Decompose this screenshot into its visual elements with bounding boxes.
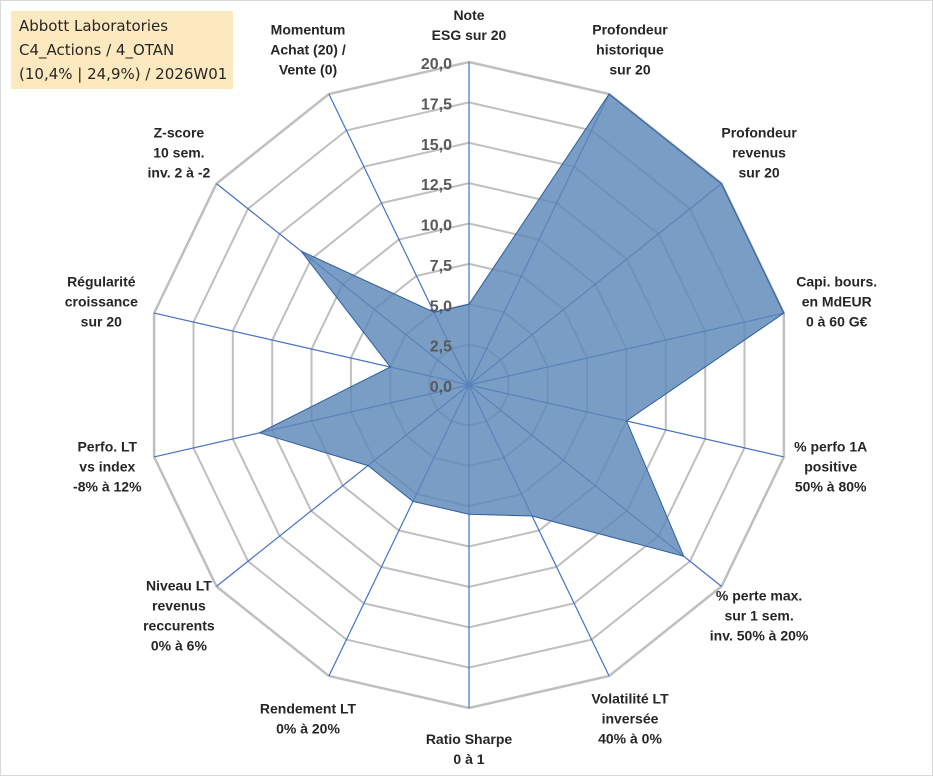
category-label-line: 0% à 20% — [276, 720, 340, 736]
category-label: Note ESG sur 20 — [432, 7, 507, 43]
category-label-line: revenus — [152, 597, 206, 613]
category-label-line: sur 20 — [738, 165, 779, 181]
category-label-line: 10 sem. — [153, 145, 204, 161]
performance-week-label: (10,4% | 24,9%) / 2026W01 — [19, 65, 228, 83]
radial-tick-label: 17,5 — [421, 96, 452, 113]
radial-tick-label: 2,5 — [430, 339, 452, 356]
category-label-line: 50% à 80% — [795, 479, 867, 495]
category-label-line: inversée — [602, 710, 659, 726]
category-label-line: inv. 50% à 20% — [710, 627, 809, 643]
category-label-line: % perfo 1A — [794, 439, 867, 455]
series-layer — [258, 93, 785, 557]
security-info-box: Abbott Laboratories C4_Actions / 4_OTAN … — [11, 11, 233, 89]
category-label-line: Profondeur — [592, 22, 668, 38]
category-label: Momentum Achat (20) / Vente (0) — [270, 22, 346, 78]
radial-tick-label: 0,0 — [430, 379, 452, 396]
category-label-line: Régularité — [67, 273, 136, 289]
category-label-line: inv. 2 à -2 — [148, 165, 211, 181]
radial-tick-label: 12,5 — [421, 177, 452, 194]
radial-tick-label: 10,0 — [421, 218, 452, 235]
category-label: Profondeur historique sur 20 — [592, 22, 668, 78]
category-label: Volatilité LT inversée 40% à 0% — [591, 690, 669, 746]
category-label: Ratio Sharpe 0 à 1 — [426, 731, 513, 767]
category-label-layer: Note ESG sur 20 Profondeur historique sur 20… — [65, 7, 877, 767]
category-label-line: Momentum — [271, 22, 346, 38]
category-label: % perfo 1A positive 50% à 80% — [794, 439, 867, 495]
category-label-line: Profondeur — [721, 125, 797, 141]
category-label-line: 40% à 0% — [598, 730, 662, 746]
radial-tick-label: 5,0 — [430, 298, 452, 315]
category-label-line: reccurents — [143, 617, 215, 633]
category-label: % perte max. sur 1 sem. inv. 50% à 20% — [710, 587, 809, 643]
category-label-line: Niveau LT — [146, 577, 212, 593]
radial-tick-label: 15,0 — [421, 137, 452, 154]
category-label: Niveau LT revenus reccurents 0% à 6% — [143, 577, 215, 653]
radial-tick-label: 20,0 — [421, 56, 452, 73]
category-label-line: % perte max. — [716, 587, 802, 603]
category-label-line: Volatilité LT — [591, 690, 669, 706]
category-label-line: 0 à 60 G€ — [806, 313, 868, 329]
tick-label-layer: 0,0 2,5 5,0 7,5 10,0 12,5 15,0 17,5 20,0 — [421, 56, 452, 396]
category-label-line: historique — [596, 42, 664, 58]
category-label-line: sur 20 — [609, 62, 650, 78]
category-label-line: Z-score — [154, 125, 205, 141]
category-label: Profondeur revenus sur 20 — [721, 125, 797, 181]
category-label-line: Achat (20) / — [270, 42, 346, 58]
category-label-line: positive — [804, 459, 857, 475]
category-label-line: ESG sur 20 — [432, 27, 507, 43]
category-label-line: Note — [453, 7, 484, 23]
company-name: Abbott Laboratories — [19, 17, 169, 35]
category-label-line: revenus — [732, 145, 786, 161]
category-label-line: Rendement LT — [260, 700, 357, 716]
category-label-line: Capi. bours. — [796, 273, 877, 289]
category-label-line: en MdEUR — [802, 293, 872, 309]
category-label-line: Perfo. LT — [77, 439, 137, 455]
category-label-line: Ratio Sharpe — [426, 731, 513, 747]
category-label-line: Vente (0) — [279, 62, 337, 78]
category-label: Z-score 10 sem. inv. 2 à -2 — [148, 125, 211, 181]
portfolio-label: C4_Actions / 4_OTAN — [19, 41, 175, 59]
radial-tick-label: 7,5 — [430, 258, 452, 275]
category-label-line: vs index — [79, 459, 135, 475]
category-label-line: -8% à 12% — [73, 479, 142, 495]
category-label: Rendement LT 0% à 20% — [260, 700, 357, 736]
category-label-line: 0 à 1 — [453, 751, 484, 767]
category-label: Perfo. LT vs index -8% à 12% — [73, 439, 142, 495]
category-label-line: sur 1 sem. — [724, 607, 793, 623]
category-label-line: croissance — [65, 293, 138, 309]
data-series-area — [258, 93, 785, 557]
category-label-line: sur 20 — [81, 313, 122, 329]
category-label: Régularité croissance sur 20 — [65, 273, 138, 329]
category-label-line: 0% à 6% — [151, 637, 208, 653]
category-label: Capi. bours. en MdEUR 0 à 60 G€ — [796, 273, 877, 329]
